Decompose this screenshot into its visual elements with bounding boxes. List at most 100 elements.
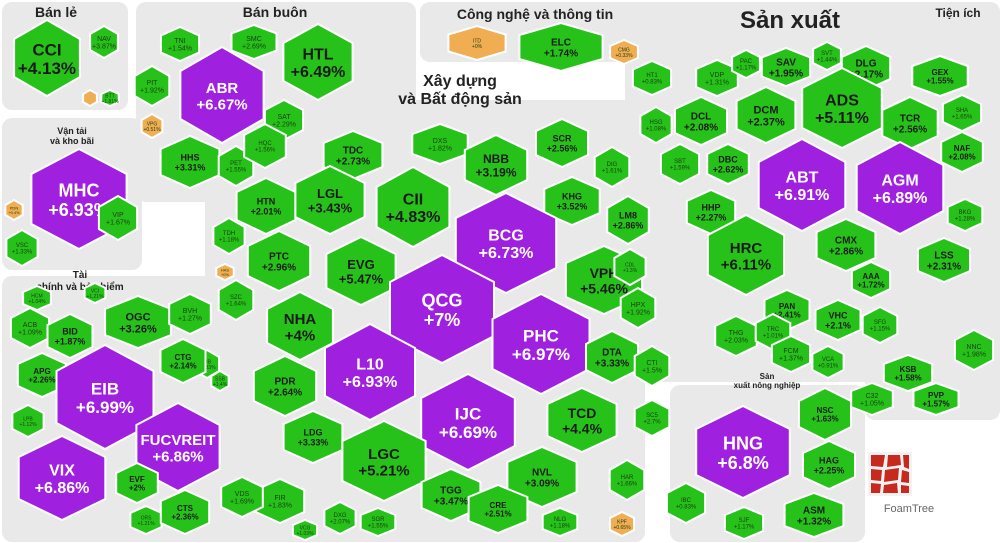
stock-cell-unlabeled[interactable] (82, 88, 98, 108)
stock-cell-pit[interactable]: PIT+1.92% (133, 64, 171, 108)
stock-cell-sav[interactable]: SAV+1.95% (760, 46, 812, 88)
stock-cell-pvp[interactable]: PVP+1.57% (912, 381, 960, 417)
stock-cell-evf[interactable]: EVF+2% (115, 461, 159, 505)
stock-cell-cre[interactable]: CRE+2.51% (467, 483, 529, 535)
stock-cell-bkg[interactable]: BKG+1.28% (946, 197, 984, 233)
stock-cell-har[interactable]: HAR+1.66% (608, 458, 646, 502)
stock-cell-cdl[interactable]: CDL+1.3% (613, 247, 647, 287)
stock-cell-cci[interactable]: CCI+4.13% (13, 18, 81, 98)
stock-cell-ssb[interactable]: SSB+1.4% (210, 369, 230, 393)
stock-cell-has[interactable]: HAS+0% (215, 262, 235, 282)
stock-cell-tgg[interactable]: TGG+3.47% (420, 467, 482, 523)
stock-cell-ksb[interactable]: KSB+1.58% (882, 353, 934, 393)
stock-cell-l10[interactable]: L10+6.93% (324, 322, 416, 422)
stock-cell-c32[interactable]: C32+1.05% (850, 381, 894, 417)
stock-cell-hng[interactable]: HNG+6.8% (695, 404, 791, 500)
stock-cell-eib[interactable]: EIB+6.99% (55, 343, 155, 451)
stock-cell-vsc[interactable]: VSC+1.33% (5, 228, 39, 268)
stock-cell-fcm[interactable]: FCM+1.37% (770, 334, 812, 374)
stock-cell-dta[interactable]: DTA+3.33% (585, 329, 639, 385)
stock-cell-ogc[interactable]: OGC+3.26% (104, 294, 172, 350)
stock-cell-hsg[interactable]: HSG+1.08% (639, 105, 673, 145)
stock-cell-lpb[interactable]: LPB+1.12% (11, 403, 45, 439)
stock-cell-scr[interactable]: SCR+2.56% (535, 117, 589, 169)
stock-cell-szc[interactable]: SZC+1.64% (217, 278, 255, 322)
stock-cell-nlg[interactable]: NLG+1.18% (541, 506, 579, 538)
stock-cell-ldg[interactable]: LDG+3.33% (282, 409, 344, 465)
stock-cell-ijc[interactable]: IJC+6.69% (420, 372, 516, 472)
stock-cell-cmg[interactable]: CMG+0.33% (609, 38, 639, 66)
stock-cell-cii[interactable]: CII+4.83% (375, 165, 451, 249)
stock-cell-agm[interactable]: AGM+6.89% (855, 140, 945, 236)
stock-cell-sha[interactable]: SHA+1.65% (941, 93, 983, 133)
stock-cell-smc[interactable]: SMC+2.69% (230, 23, 278, 61)
stock-cell-vhc[interactable]: VHC+2.1% (814, 298, 862, 342)
stock-cell-htl[interactable]: HTL+6.49% (282, 22, 354, 102)
stock-cell-nav[interactable]: NAV+3.87% (89, 24, 119, 60)
stock-cell-hcm[interactable]: HCM+1.04% (22, 284, 52, 312)
stock-cell-dcl[interactable]: DCL+2.08% (674, 95, 728, 147)
stock-cell-vci[interactable]: VCI+1.21% (83, 281, 107, 305)
stock-cell-elc[interactable]: ELC+1.74% (518, 21, 604, 73)
stock-cell-hhs[interactable]: HHS+3.31% (159, 134, 221, 190)
stock-cell-dxg[interactable]: DXG+2.07% (323, 500, 357, 536)
stock-cell-ors[interactable]: ORS+1.21% (129, 504, 163, 536)
stock-cell-vpg[interactable]: VPG+0.51% (140, 112, 164, 140)
stock-cell-hpx[interactable]: HPX+1.92% (619, 286, 657, 330)
stock-cell-qcg[interactable]: QCG+7% (389, 253, 495, 365)
stock-cell-vca[interactable]: VCA+0.91% (811, 344, 845, 380)
stock-cell-cmx[interactable]: CMX+2.86% (815, 217, 877, 273)
stock-cell-dig[interactable]: DIG+1.61% (593, 145, 631, 189)
stock-cell-ctg[interactable]: CTG+2.14% (159, 337, 207, 385)
stock-cell-nsc[interactable]: NSC+1.63% (798, 386, 852, 442)
stock-cell-vcg[interactable]: VCG+1.03% (291, 518, 319, 542)
stock-cell-sgr[interactable]: SGR+1.55% (359, 506, 397, 538)
stock-cell-phc[interactable]: PHC+6.97% (491, 292, 591, 396)
stock-cell-evg[interactable]: EVG+5.47% (325, 235, 397, 307)
stock-cell-abt[interactable]: ABT+6.91% (757, 137, 847, 233)
stock-cell-hqc[interactable]: HQC+1.56% (243, 122, 287, 170)
stock-cell-dxs[interactable]: DXS+1.82% (411, 122, 469, 166)
stock-cell-lgl[interactable]: LGL+3.43% (294, 164, 366, 236)
stock-cell-bvh[interactable]: BVH+1.27% (168, 292, 212, 336)
stock-cell-dcm[interactable]: DCM+2.37% (735, 85, 797, 145)
stock-cell-pdr[interactable]: PDR+2.64% (252, 354, 318, 418)
stock-cell-abr[interactable]: ABR+6.67% (179, 45, 265, 145)
stock-cell-bcg[interactable]: BCG+6.73% (454, 191, 558, 295)
stock-cell-hag[interactable]: HAG+2.25% (802, 439, 856, 491)
stock-cell-vip[interactable]: VIP+1.67% (97, 194, 139, 242)
stock-cell-apg[interactable]: APG+2.26% (16, 351, 68, 399)
stock-cell-thg[interactable]: THG+2.03% (714, 314, 758, 358)
stock-cell-lgc[interactable]: LGC+5.21% (341, 419, 427, 503)
stock-cell-sfg[interactable]: SFG+1.15% (861, 305, 899, 345)
stock-cell-svt[interactable]: SVT+1.44% (812, 40, 842, 72)
stock-cell-fucvreit[interactable]: FUCVREIT+6.86% (135, 401, 221, 493)
stock-cell-vds[interactable]: VDS+1.69% (220, 475, 264, 519)
stock-cell-nnc[interactable]: NNC+1.98% (953, 328, 995, 372)
stock-cell-aaa[interactable]: AAA+1.72% (850, 260, 892, 300)
stock-cell-ht1[interactable]: HT1+0.83% (631, 59, 673, 97)
stock-cell-vix[interactable]: VIX+6.86% (17, 434, 107, 522)
stock-cell-ibc[interactable]: IBC+0.83% (665, 481, 707, 525)
stock-cell-tni[interactable]: TNI+1.54% (159, 25, 201, 63)
stock-cell-cts[interactable]: CTS+2.36% (159, 488, 211, 536)
stock-cell-naf[interactable]: NAF+2.08% (940, 130, 984, 174)
stock-cell-nha[interactable]: NHA+4% (266, 290, 334, 362)
stock-cell-nvl[interactable]: NVL+3.09% (506, 445, 578, 509)
stock-cell-itd[interactable]: ITD+0% (447, 24, 507, 62)
stock-cell-sc5[interactable]: SC5+2.7% (633, 398, 671, 438)
stock-cell-ptc[interactable]: PTC+2.96% (246, 229, 312, 293)
stock-cell-cti[interactable]: CTI+1.5% (633, 344, 671, 388)
stock-cell-dbc[interactable]: DBC+2.62% (706, 142, 750, 186)
stock-cell-pdn[interactable]: PDN+0.4% (4, 198, 24, 222)
stock-cell-acb[interactable]: ACB+1.09% (9, 306, 51, 350)
stock-cell-ads[interactable]: ADS+5.11% (801, 66, 883, 150)
stock-cell-tcd[interactable]: TCD+4.4% (546, 386, 618, 454)
stock-cell-nbb[interactable]: NBB+3.19% (463, 133, 529, 197)
stock-cell-lss[interactable]: LSS+2.31% (917, 236, 971, 284)
stock-cell-asm[interactable]: ASM+1.32% (783, 491, 845, 539)
stock-cell-sbt[interactable]: SBT+1.59% (659, 142, 701, 186)
stock-cell-bid[interactable]: BID+1.87% (46, 312, 94, 360)
stock-cell-khg[interactable]: KHG+3.52% (543, 175, 601, 227)
stock-cell-gex[interactable]: GEX+1.55% (911, 54, 969, 98)
